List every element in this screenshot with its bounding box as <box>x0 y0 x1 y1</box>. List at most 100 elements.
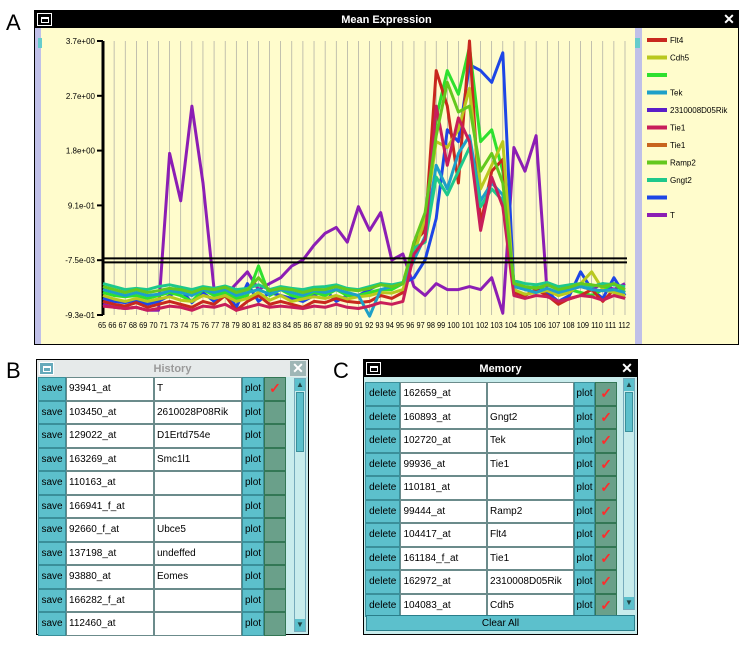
probe-id-field[interactable]: 166941_f_at <box>66 494 154 518</box>
gene-name-field[interactable] <box>154 494 242 518</box>
gene-name-field[interactable] <box>154 471 242 495</box>
gene-name-field[interactable]: Tie1 <box>487 452 574 476</box>
gene-name-field[interactable]: Tek <box>487 429 574 453</box>
probe-id-field[interactable]: 162659_at <box>400 382 488 406</box>
gene-name-field[interactable]: 2310008D05Rik <box>487 570 574 594</box>
probe-id-field[interactable]: 92660_f_at <box>66 518 154 542</box>
plot-button[interactable]: plot <box>242 588 264 612</box>
memory-scrollbar[interactable]: ▲ ▼ <box>623 378 635 610</box>
save-button[interactable]: save <box>38 565 66 589</box>
plot-button[interactable]: plot <box>242 612 264 636</box>
gene-name-field[interactable]: T <box>154 377 242 401</box>
gene-name-field[interactable]: Gngt2 <box>487 405 574 429</box>
probe-id-field[interactable]: 99444_at <box>400 499 488 523</box>
gene-name-field[interactable]: Ubce5 <box>154 518 242 542</box>
save-button[interactable]: save <box>38 588 66 612</box>
gene-name-field[interactable]: Flt4 <box>487 523 574 547</box>
scroll-up-icon[interactable]: ▲ <box>624 379 634 391</box>
probe-id-field[interactable]: 110181_at <box>400 476 488 500</box>
close-icon[interactable]: ✕ <box>290 360 306 376</box>
close-icon[interactable]: ✕ <box>619 360 635 376</box>
plot-button[interactable]: plot <box>242 447 264 471</box>
plot-checkbox[interactable] <box>264 424 286 448</box>
probe-id-field[interactable]: 129022_at <box>66 424 154 448</box>
probe-id-field[interactable]: 103450_at <box>66 400 154 424</box>
delete-button[interactable]: delete <box>365 429 401 453</box>
plot-checkbox[interactable] <box>264 400 286 424</box>
gene-name-field[interactable]: Tie1 <box>487 546 574 570</box>
probe-id-field[interactable]: 93941_at <box>66 377 154 401</box>
plot-button[interactable]: plot <box>242 565 264 589</box>
save-button[interactable]: save <box>38 471 66 495</box>
plot-button[interactable]: plot <box>573 382 596 406</box>
plot-button[interactable]: plot <box>573 429 596 453</box>
scroll-down-icon[interactable]: ▼ <box>624 597 634 609</box>
plot-checkbox[interactable] <box>264 447 286 471</box>
plot-button[interactable]: plot <box>242 377 264 401</box>
plot-button[interactable]: plot <box>242 541 264 565</box>
window-menu-icon[interactable] <box>37 13 52 26</box>
save-button[interactable]: save <box>38 424 66 448</box>
plot-checkbox[interactable] <box>264 471 286 495</box>
gene-name-field[interactable]: 2610028P08Rik <box>154 400 242 424</box>
plot-checkbox[interactable]: ✓ <box>264 377 286 401</box>
probe-id-field[interactable]: 110163_at <box>66 471 154 495</box>
save-button[interactable]: save <box>38 518 66 542</box>
probe-id-field[interactable]: 104083_at <box>400 593 488 617</box>
gene-name-field[interactable] <box>487 382 574 406</box>
clear-all-button[interactable]: Clear All <box>366 615 635 631</box>
plot-checkbox[interactable]: ✓ <box>595 523 617 547</box>
probe-id-field[interactable]: 104417_at <box>400 523 488 547</box>
plot-checkbox[interactable]: ✓ <box>595 382 617 406</box>
history-scrollbar[interactable]: ▲ ▼ <box>294 378 306 632</box>
delete-button[interactable]: delete <box>365 570 401 594</box>
save-button[interactable]: save <box>38 447 66 471</box>
plot-checkbox[interactable] <box>264 588 286 612</box>
save-button[interactable]: save <box>38 494 66 518</box>
plot-checkbox[interactable] <box>264 565 286 589</box>
save-button[interactable]: save <box>38 400 66 424</box>
delete-button[interactable]: delete <box>365 593 401 617</box>
plot-button[interactable]: plot <box>242 518 264 542</box>
plot-checkbox[interactable]: ✓ <box>595 429 617 453</box>
plot-button[interactable]: plot <box>573 570 596 594</box>
delete-button[interactable]: delete <box>365 382 401 406</box>
plot-checkbox[interactable]: ✓ <box>595 546 617 570</box>
save-button[interactable]: save <box>38 612 66 636</box>
plot-checkbox[interactable] <box>264 541 286 565</box>
gene-name-field[interactable] <box>154 588 242 612</box>
close-icon[interactable]: ✕ <box>721 11 737 27</box>
plot-checkbox[interactable] <box>264 612 286 636</box>
plot-checkbox[interactable]: ✓ <box>595 452 617 476</box>
probe-id-field[interactable]: 166282_f_at <box>66 588 154 612</box>
gene-name-field[interactable]: undeffed <box>154 541 242 565</box>
probe-id-field[interactable]: 112460_at <box>66 612 154 636</box>
scroll-down-icon[interactable]: ▼ <box>295 619 305 631</box>
scroll-thumb[interactable] <box>296 392 304 452</box>
plot-button[interactable]: plot <box>242 400 264 424</box>
window-menu-icon[interactable] <box>39 362 54 375</box>
delete-button[interactable]: delete <box>365 546 401 570</box>
plot-checkbox[interactable] <box>264 494 286 518</box>
probe-id-field[interactable]: 99936_at <box>400 452 488 476</box>
plot-button[interactable]: plot <box>573 593 596 617</box>
plot-button[interactable]: plot <box>573 476 596 500</box>
plot-checkbox[interactable]: ✓ <box>595 476 617 500</box>
scroll-thumb[interactable] <box>625 392 633 432</box>
plot-button[interactable]: plot <box>242 424 264 448</box>
plot-checkbox[interactable] <box>264 518 286 542</box>
plot-checkbox[interactable]: ✓ <box>595 499 617 523</box>
plot-button[interactable]: plot <box>573 405 596 429</box>
gene-name-field[interactable]: Eomes <box>154 565 242 589</box>
delete-button[interactable]: delete <box>365 499 401 523</box>
gene-name-field[interactable]: Cdh5 <box>487 593 574 617</box>
plot-checkbox[interactable]: ✓ <box>595 593 617 617</box>
plot-button[interactable]: plot <box>242 494 264 518</box>
plot-checkbox[interactable]: ✓ <box>595 570 617 594</box>
delete-button[interactable]: delete <box>365 452 401 476</box>
delete-button[interactable]: delete <box>365 523 401 547</box>
probe-id-field[interactable]: 93880_at <box>66 565 154 589</box>
probe-id-field[interactable]: 161184_f_at <box>400 546 488 570</box>
gene-name-field[interactable]: Smc1l1 <box>154 447 242 471</box>
plot-button[interactable]: plot <box>242 471 264 495</box>
